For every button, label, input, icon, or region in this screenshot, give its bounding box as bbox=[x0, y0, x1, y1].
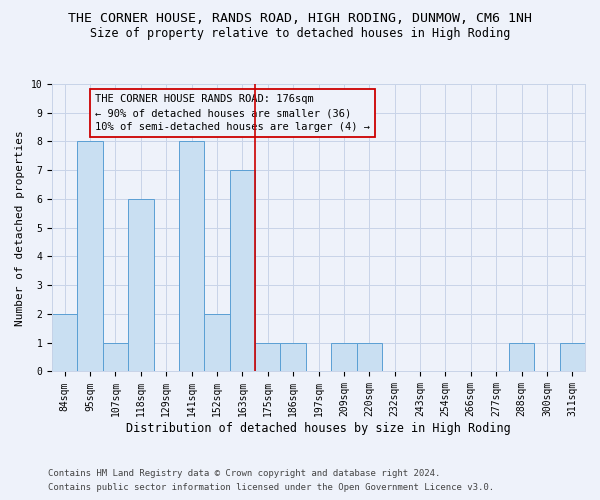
Bar bbox=[230, 170, 255, 372]
Bar bbox=[52, 314, 77, 372]
Text: Contains HM Land Registry data © Crown copyright and database right 2024.: Contains HM Land Registry data © Crown c… bbox=[48, 468, 440, 477]
Text: THE CORNER HOUSE RANDS ROAD: 176sqm
← 90% of detached houses are smaller (36)
10: THE CORNER HOUSE RANDS ROAD: 176sqm ← 90… bbox=[95, 94, 370, 132]
Bar bbox=[77, 142, 103, 372]
Bar bbox=[103, 342, 128, 372]
Bar bbox=[280, 342, 306, 372]
Bar bbox=[509, 342, 534, 372]
Text: Contains public sector information licensed under the Open Government Licence v3: Contains public sector information licen… bbox=[48, 484, 494, 492]
Bar bbox=[179, 142, 205, 372]
Text: THE CORNER HOUSE, RANDS ROAD, HIGH RODING, DUNMOW, CM6 1NH: THE CORNER HOUSE, RANDS ROAD, HIGH RODIN… bbox=[68, 12, 532, 26]
Bar bbox=[331, 342, 356, 372]
Bar bbox=[128, 199, 154, 372]
Bar bbox=[205, 314, 230, 372]
Bar bbox=[560, 342, 585, 372]
Y-axis label: Number of detached properties: Number of detached properties bbox=[15, 130, 25, 326]
Bar bbox=[255, 342, 280, 372]
Text: Size of property relative to detached houses in High Roding: Size of property relative to detached ho… bbox=[90, 28, 510, 40]
X-axis label: Distribution of detached houses by size in High Roding: Distribution of detached houses by size … bbox=[126, 422, 511, 435]
Bar bbox=[356, 342, 382, 372]
